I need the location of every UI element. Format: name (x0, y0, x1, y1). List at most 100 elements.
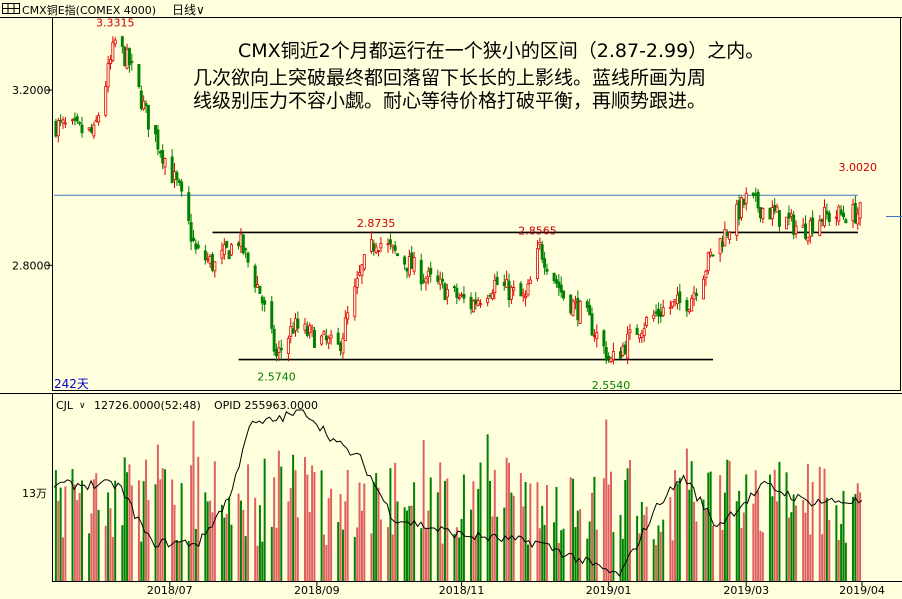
candle-body (526, 283, 530, 296)
volume-bar (320, 470, 323, 581)
volume-bar (802, 499, 805, 581)
candle-body (263, 300, 267, 305)
grid-icon[interactable] (2, 3, 22, 15)
candle-body (576, 298, 580, 321)
candle-body (545, 268, 549, 272)
volume-bar (142, 481, 145, 581)
open-interest-line (53, 409, 863, 577)
volume-bar (270, 526, 273, 581)
volume-bar (458, 537, 461, 581)
volume-bar (704, 509, 707, 581)
volume-bar (735, 501, 738, 581)
candle-body (823, 206, 826, 227)
x-tick-label: 2018/07 (147, 584, 193, 597)
candle-body (611, 350, 615, 361)
candle-body (654, 311, 658, 314)
volume-bar (856, 483, 859, 581)
candle-body (303, 323, 307, 331)
volume-bar (569, 477, 572, 581)
volume-bar (360, 510, 363, 581)
volume-bar (341, 529, 344, 581)
volume-bar (413, 482, 416, 581)
volume-bar (669, 497, 672, 581)
candle-body (127, 48, 131, 66)
chevron-down-icon[interactable]: ∨ (79, 401, 86, 411)
volume-bar (78, 492, 81, 581)
volume-bar (688, 489, 691, 581)
volume-bar (655, 544, 658, 581)
candle-body (787, 212, 791, 219)
volume-bar (742, 512, 745, 581)
candle-body (277, 347, 281, 353)
volume-bar (424, 528, 427, 581)
candle-body (519, 283, 523, 297)
volume-bar (209, 500, 212, 581)
candle-body (92, 124, 96, 137)
period-select[interactable]: 日线∨ (172, 1, 205, 18)
volume-bar (258, 505, 261, 581)
volume-bars (54, 419, 862, 581)
volume-bar (294, 470, 297, 581)
candle-body (621, 345, 625, 356)
candle-body (851, 203, 855, 222)
candle-body (158, 151, 162, 154)
candle-body (538, 242, 542, 246)
volume-bar (277, 450, 280, 581)
volume-bar (427, 510, 430, 581)
volume-bar (408, 505, 411, 581)
volume-bar (237, 493, 240, 581)
candle-body (206, 258, 210, 261)
candle-body (469, 296, 473, 310)
volume-bar (140, 541, 143, 581)
candle-body (154, 125, 158, 135)
volume-bar (602, 478, 605, 581)
volume-bar (453, 533, 456, 581)
volume-bar (443, 480, 446, 581)
volume-bar (187, 541, 190, 581)
candle-body (369, 239, 373, 252)
volume-bar (621, 538, 624, 581)
candle-body (804, 223, 808, 239)
candle-body (773, 204, 777, 212)
volume-title[interactable]: CJL (56, 399, 74, 412)
candle-body (528, 279, 532, 284)
volume-bar (379, 519, 382, 581)
candle-body (123, 46, 127, 67)
candle-body (163, 158, 167, 168)
candle-body (237, 242, 241, 246)
volume-bar (477, 488, 480, 581)
volume-bar (88, 533, 91, 581)
candle-body (225, 240, 229, 248)
candle-body (825, 210, 829, 215)
volume-bar (396, 501, 399, 581)
candle-body (386, 243, 390, 246)
volume-bar (389, 468, 392, 581)
period-label: 日线 (172, 3, 197, 17)
candle-body (635, 327, 639, 335)
volume-bar (553, 522, 556, 581)
volume-bar (211, 512, 214, 581)
candle-body (56, 120, 60, 137)
annotation-line-2: 几次欲向上突破最终都回落留下长长的上影线。蓝线所画为周 (193, 67, 707, 89)
candle-body (208, 256, 212, 264)
candle-body (419, 259, 423, 285)
volume-bar (161, 468, 164, 581)
candle-body (341, 337, 345, 354)
volume-bar (543, 524, 546, 581)
volume-bar (287, 501, 290, 581)
volume-bar (313, 472, 316, 581)
candle-body (659, 311, 663, 318)
volume-bar (121, 525, 124, 581)
candle-body (656, 308, 660, 317)
volume-bar (503, 507, 506, 581)
candle-body (590, 313, 594, 336)
candle-body (820, 218, 824, 222)
candle-body (443, 283, 447, 301)
volume-bar (114, 480, 117, 581)
candle-body (436, 275, 440, 282)
x-tick-label: 2019/04 (839, 584, 885, 597)
candle-body (61, 119, 65, 124)
candle-body (735, 203, 739, 236)
volume-bar (586, 538, 589, 581)
candle-body (379, 243, 383, 249)
